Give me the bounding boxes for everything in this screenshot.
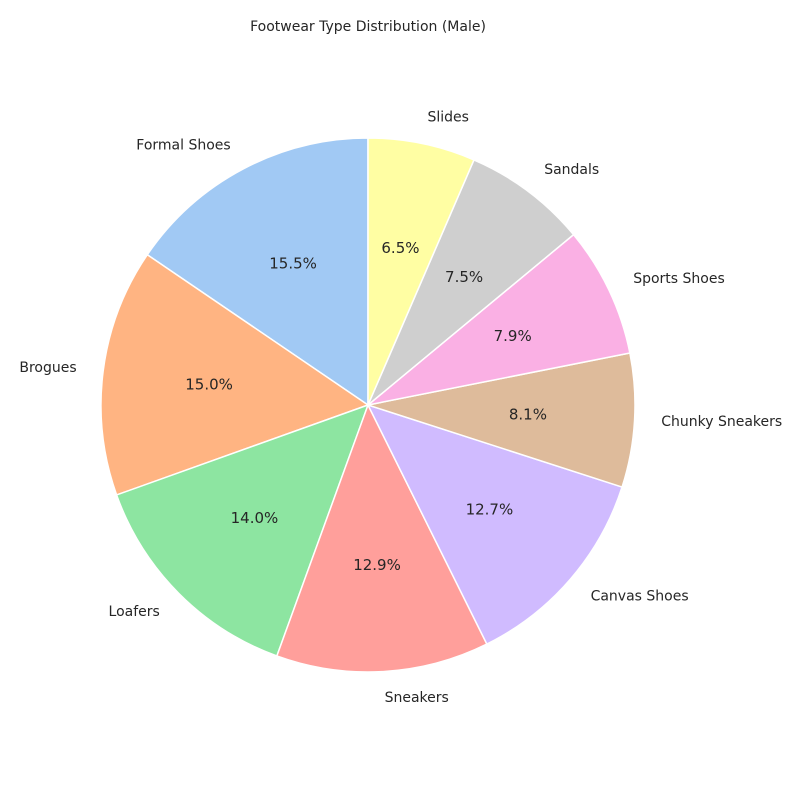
- slice-label-canvas-shoes: Canvas Shoes: [591, 589, 689, 605]
- slice-label-sandals: Sandals: [544, 162, 599, 178]
- pie-slice-sandals: [367, 159, 575, 406]
- pie-labels: Formal Shoes 15.5% Brogues 15.0% Loafers 14.0…: [19, 109, 782, 706]
- percent-label-sneakers: 12.9%: [353, 556, 401, 574]
- slice-label-formal-shoes: Formal Shoes: [136, 137, 230, 153]
- pie-slice-chunky-sneakers: [367, 352, 636, 488]
- percent-label-canvas-shoes: 12.7%: [466, 501, 514, 519]
- pie-slices: [100, 137, 636, 673]
- percent-label-brogues: 15.0%: [185, 376, 233, 394]
- percent-label-chunky-sneakers: 8.1%: [509, 405, 547, 423]
- slice-label-chunky-sneakers: Chunky Sneakers: [661, 414, 782, 430]
- pie-slice-brogues: [100, 253, 369, 496]
- percent-label-sandals: 7.5%: [445, 268, 483, 286]
- pie-slice-sneakers: [276, 404, 488, 673]
- percent-label-loafers: 14.0%: [231, 509, 279, 527]
- slice-label-sneakers: Sneakers: [385, 690, 449, 706]
- slice-label-sports-shoes: Sports Shoes: [633, 271, 725, 287]
- slice-label-loafers: Loafers: [109, 604, 160, 620]
- slice-label-slides: Slides: [427, 109, 468, 125]
- slice-label-brogues: Brogues: [19, 360, 76, 376]
- chart-title: Footwear Type Distribution (Male): [250, 19, 486, 35]
- pie-slice-loafers: [115, 404, 369, 657]
- pie-slice-formal-shoes: [146, 137, 369, 406]
- percent-label-slides: 6.5%: [381, 239, 419, 257]
- percent-label-formal-shoes: 15.5%: [269, 254, 317, 272]
- pie-slice-canvas-shoes: [367, 404, 623, 645]
- percent-label-sports-shoes: 7.9%: [494, 327, 532, 345]
- pie-slice-sports-shoes: [367, 233, 631, 406]
- pie-slice-slides: [367, 137, 475, 406]
